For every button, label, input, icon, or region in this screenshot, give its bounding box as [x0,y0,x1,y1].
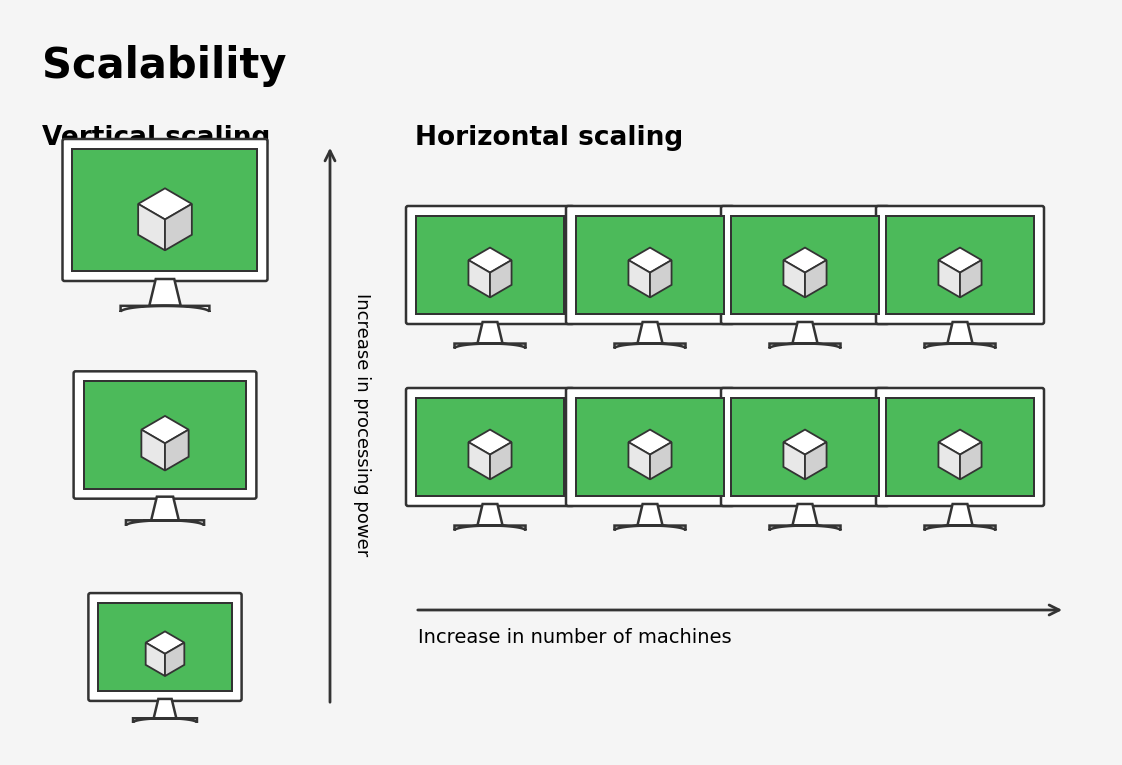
FancyBboxPatch shape [721,388,889,506]
Text: Increase in number of machines: Increase in number of machines [419,628,732,647]
Polygon shape [154,699,176,718]
Text: Scalability: Scalability [42,45,286,87]
Bar [99,603,231,691]
Polygon shape [146,643,165,676]
Bar [416,398,564,496]
Polygon shape [938,430,982,454]
Polygon shape [165,430,188,470]
Polygon shape [960,442,982,480]
Polygon shape [615,526,686,530]
Bar [732,398,879,496]
Polygon shape [126,520,204,526]
Polygon shape [628,430,672,454]
Polygon shape [454,343,525,349]
Bar [886,398,1034,496]
Polygon shape [637,322,663,343]
FancyBboxPatch shape [565,388,734,506]
Bar [886,216,1034,314]
Polygon shape [938,260,960,298]
FancyBboxPatch shape [876,206,1043,324]
Bar [732,216,879,314]
Polygon shape [134,718,197,723]
Polygon shape [149,279,181,306]
FancyBboxPatch shape [89,593,241,701]
Bar [73,149,258,271]
FancyBboxPatch shape [406,388,574,506]
Polygon shape [141,430,165,470]
Polygon shape [938,248,982,272]
Polygon shape [165,643,184,676]
Polygon shape [490,442,512,480]
Polygon shape [947,504,973,526]
Polygon shape [138,204,165,250]
Bar [84,381,247,489]
FancyBboxPatch shape [876,388,1043,506]
Polygon shape [783,260,804,298]
Polygon shape [628,442,650,480]
Polygon shape [783,248,827,272]
Polygon shape [165,204,192,250]
FancyBboxPatch shape [63,139,267,281]
Polygon shape [628,260,650,298]
FancyBboxPatch shape [74,371,257,499]
Polygon shape [925,526,995,530]
Polygon shape [490,260,512,298]
Polygon shape [628,248,672,272]
Text: Vertical scaling: Vertical scaling [42,125,270,151]
Polygon shape [469,260,490,298]
FancyBboxPatch shape [565,206,734,324]
Bar [416,216,564,314]
Polygon shape [792,322,818,343]
Polygon shape [151,496,178,520]
Polygon shape [615,343,686,349]
Polygon shape [938,442,960,480]
Polygon shape [478,504,503,526]
Polygon shape [804,260,827,298]
Polygon shape [637,504,663,526]
Polygon shape [138,188,192,220]
Polygon shape [770,343,840,349]
Polygon shape [770,526,840,530]
Polygon shape [469,442,490,480]
Polygon shape [925,343,995,349]
Bar [576,398,724,496]
Text: Increase in processing power: Increase in processing power [353,293,371,557]
Polygon shape [960,260,982,298]
Polygon shape [454,526,525,530]
Polygon shape [478,322,503,343]
Polygon shape [783,430,827,454]
Bar [576,216,724,314]
Text: Horizontal scaling: Horizontal scaling [415,125,683,151]
Polygon shape [146,631,184,654]
Polygon shape [804,442,827,480]
Polygon shape [120,306,210,312]
Polygon shape [469,430,512,454]
Polygon shape [947,322,973,343]
Polygon shape [650,442,672,480]
Polygon shape [141,416,188,444]
Polygon shape [650,260,672,298]
Polygon shape [783,442,804,480]
Polygon shape [469,248,512,272]
FancyBboxPatch shape [406,206,574,324]
FancyBboxPatch shape [721,206,889,324]
Polygon shape [792,504,818,526]
